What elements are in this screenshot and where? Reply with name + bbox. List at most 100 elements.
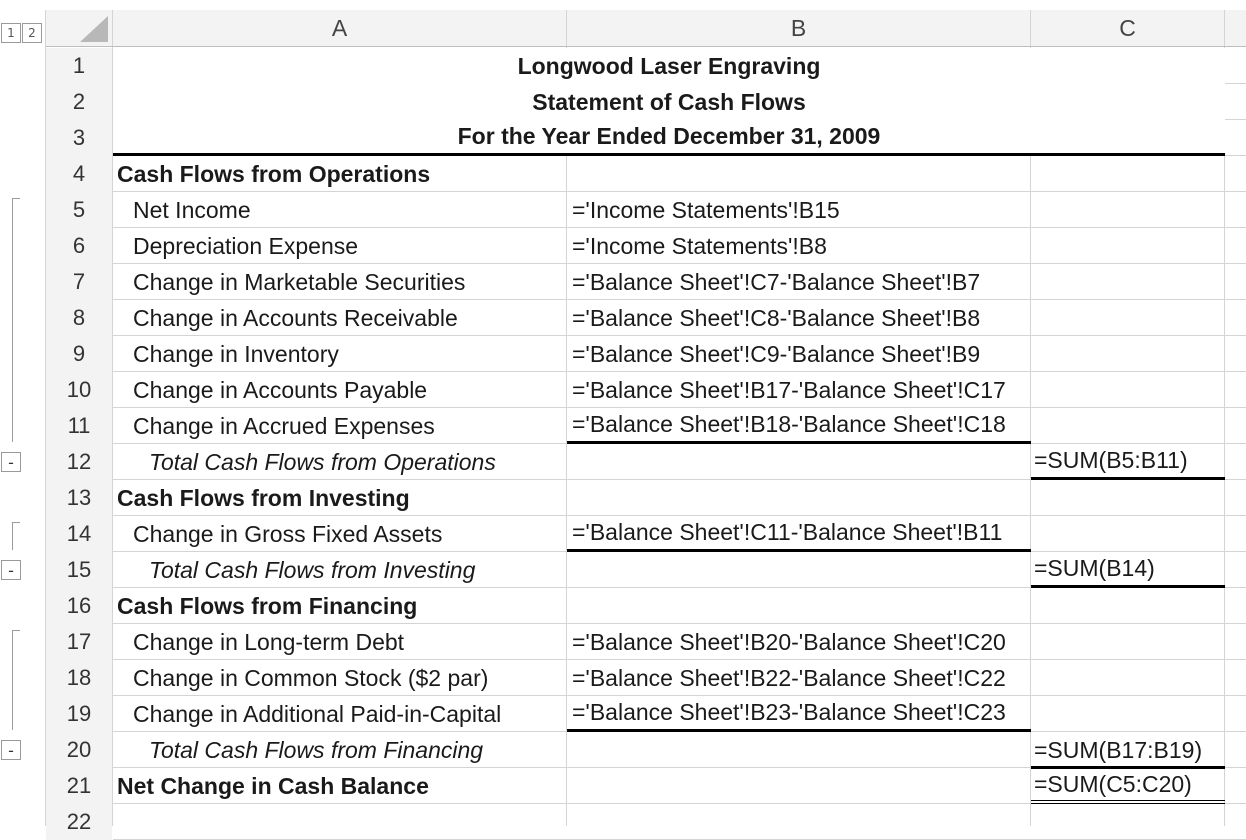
cell-c[interactable] [1031,588,1225,624]
row-header[interactable]: 11 [46,408,112,444]
cell-c[interactable] [1031,624,1225,660]
cell-a[interactable]: Change in Inventory [133,340,339,367]
row-header[interactable]: 12 [46,444,112,480]
cell-b[interactable]: ='Balance Sheet'!B22-'Balance Sheet'!C22 [572,664,1006,691]
cell-b[interactable]: ='Balance Sheet'!C7-'Balance Sheet'!B7 [572,268,981,295]
row-header[interactable]: 13 [46,480,112,516]
cell-a[interactable]: Depreciation Expense [133,232,359,259]
row-header[interactable]: 15 [46,552,112,588]
outline-collapse-button[interactable]: - [1,740,21,760]
row-header[interactable]: 2 [46,84,112,120]
outline-level-2-button[interactable]: 2 [22,23,42,43]
cell-a[interactable]: Cash Flows from Investing [117,484,410,511]
row-header[interactable]: 22 [46,804,112,840]
cell-c[interactable] [1031,696,1225,732]
row-header[interactable]: 6 [46,228,112,264]
row-header[interactable]: 17 [46,624,112,660]
cell-c[interactable] [1031,300,1225,336]
row-header[interactable]: 3 [46,120,112,156]
title-cell[interactable]: Longwood Laser Engraving [113,48,1225,84]
cell-a[interactable]: Total Cash Flows from Investing [149,556,476,583]
cell-c[interactable] [1031,336,1225,372]
cell-a[interactable]: Cash Flows from Financing [117,592,418,619]
outline-level-1-button[interactable]: 1 [1,23,21,43]
total-financing-underline [1031,766,1225,769]
cell-a[interactable]: Change in Accrued Expenses [133,412,435,439]
cell-b[interactable] [567,480,1031,516]
cell-b[interactable] [567,552,1031,588]
gridline-horizontal [113,623,1246,624]
cell-a[interactable]: Net Income [133,196,251,223]
cell-b[interactable] [567,768,1031,804]
cell-b[interactable] [567,588,1031,624]
cell-a[interactable]: Net Change in Cash Balance [117,772,429,799]
cell-b[interactable] [567,804,1031,840]
cell-c[interactable] [1031,192,1225,228]
cell-a[interactable]: Change in Marketable Securities [133,268,466,295]
column-header-c[interactable]: C [1031,10,1224,46]
cell-a[interactable]: Change in Gross Fixed Assets [133,520,443,547]
gridline-horizontal [113,515,1246,516]
row-header[interactable]: 7 [46,264,112,300]
cell-a[interactable]: Change in Accounts Receivable [133,304,458,331]
gridline-horizontal [113,407,1246,408]
row-header[interactable]: 10 [46,372,112,408]
cell-c[interactable]: =SUM(C5:C20) [1031,768,1225,804]
cell-b[interactable]: ='Income Statements'!B15 [572,196,840,223]
gridline-horizontal [113,227,1246,228]
cell-a[interactable]: Total Cash Flows from Financing [149,736,484,763]
cell-c[interactable]: =SUM(B5:B11) [1031,444,1225,480]
cell-c[interactable] [1031,408,1225,444]
title-cell[interactable]: Statement of Cash Flows [113,84,1225,120]
cell-b[interactable] [567,444,1031,480]
cell-a[interactable]: Cash Flows from Operations [117,160,431,187]
cell-c[interactable] [1031,372,1225,408]
cell-c[interactable]: =SUM(B17:B19) [1034,736,1203,763]
cell-b[interactable]: ='Balance Sheet'!B23-'Balance Sheet'!C23 [567,696,1031,732]
cell-b[interactable]: ='Balance Sheet'!C11-'Balance Sheet'!B11 [567,516,1031,552]
outline-collapse-button[interactable]: - [1,560,21,580]
select-all-corner[interactable] [46,10,112,46]
row-header[interactable]: 4 [46,156,112,192]
cell-a[interactable]: Change in Long-term Debt [133,628,405,655]
gridline-horizontal [113,803,1246,804]
column-header-a[interactable]: A [113,10,566,46]
cell-c[interactable] [1031,156,1225,192]
cell-c[interactable] [1031,264,1225,300]
row-header[interactable]: 18 [46,660,112,696]
cell-b[interactable]: ='Balance Sheet'!B18-'Balance Sheet'!C18 [567,408,1031,444]
row-header[interactable]: 16 [46,588,112,624]
row-header[interactable]: 1 [46,48,112,84]
cell-b[interactable]: ='Income Statements'!B8 [572,232,827,259]
row-header[interactable]: 14 [46,516,112,552]
select-all-triangle-icon [80,16,108,42]
cell-c[interactable] [1031,804,1225,840]
row-header[interactable]: 20 [46,732,112,768]
outline-collapse-button[interactable]: - [1,452,21,472]
row-header[interactable]: 5 [46,192,112,228]
row-header[interactable]: 19 [46,696,112,732]
column-header-b[interactable]: B [567,10,1030,46]
cell-a[interactable]: Change in Accounts Payable [133,376,428,403]
cell-b[interactable]: ='Balance Sheet'!C9-'Balance Sheet'!B9 [572,340,981,367]
cell-c[interactable] [1031,516,1225,552]
cell-b[interactable] [567,732,1031,768]
cell-a[interactable]: Change in Additional Paid-in-Capital [133,700,502,727]
title-cell[interactable]: For the Year Ended December 31, 2009 [113,120,1225,156]
row-header[interactable]: 8 [46,300,112,336]
cell-c[interactable] [1031,480,1225,516]
cell-b[interactable]: ='Balance Sheet'!B17-'Balance Sheet'!C17 [572,376,1006,403]
cell-a[interactable]: Change in Common Stock ($2 par) [133,664,489,691]
cell-a[interactable] [113,804,567,840]
cell-b[interactable] [567,156,1031,192]
cell-a[interactable]: Total Cash Flows from Operations [149,448,496,475]
row-header[interactable]: 21 [46,768,112,804]
column-header-d-partial[interactable] [1225,10,1246,46]
cell-c[interactable]: =SUM(B14) [1031,552,1225,588]
gridline-horizontal [113,371,1246,372]
cell-b[interactable]: ='Balance Sheet'!B20-'Balance Sheet'!C20 [572,628,1006,655]
cell-b[interactable]: ='Balance Sheet'!C8-'Balance Sheet'!B8 [572,304,981,331]
row-header[interactable]: 9 [46,336,112,372]
cell-c[interactable] [1031,660,1225,696]
cell-c[interactable] [1031,228,1225,264]
